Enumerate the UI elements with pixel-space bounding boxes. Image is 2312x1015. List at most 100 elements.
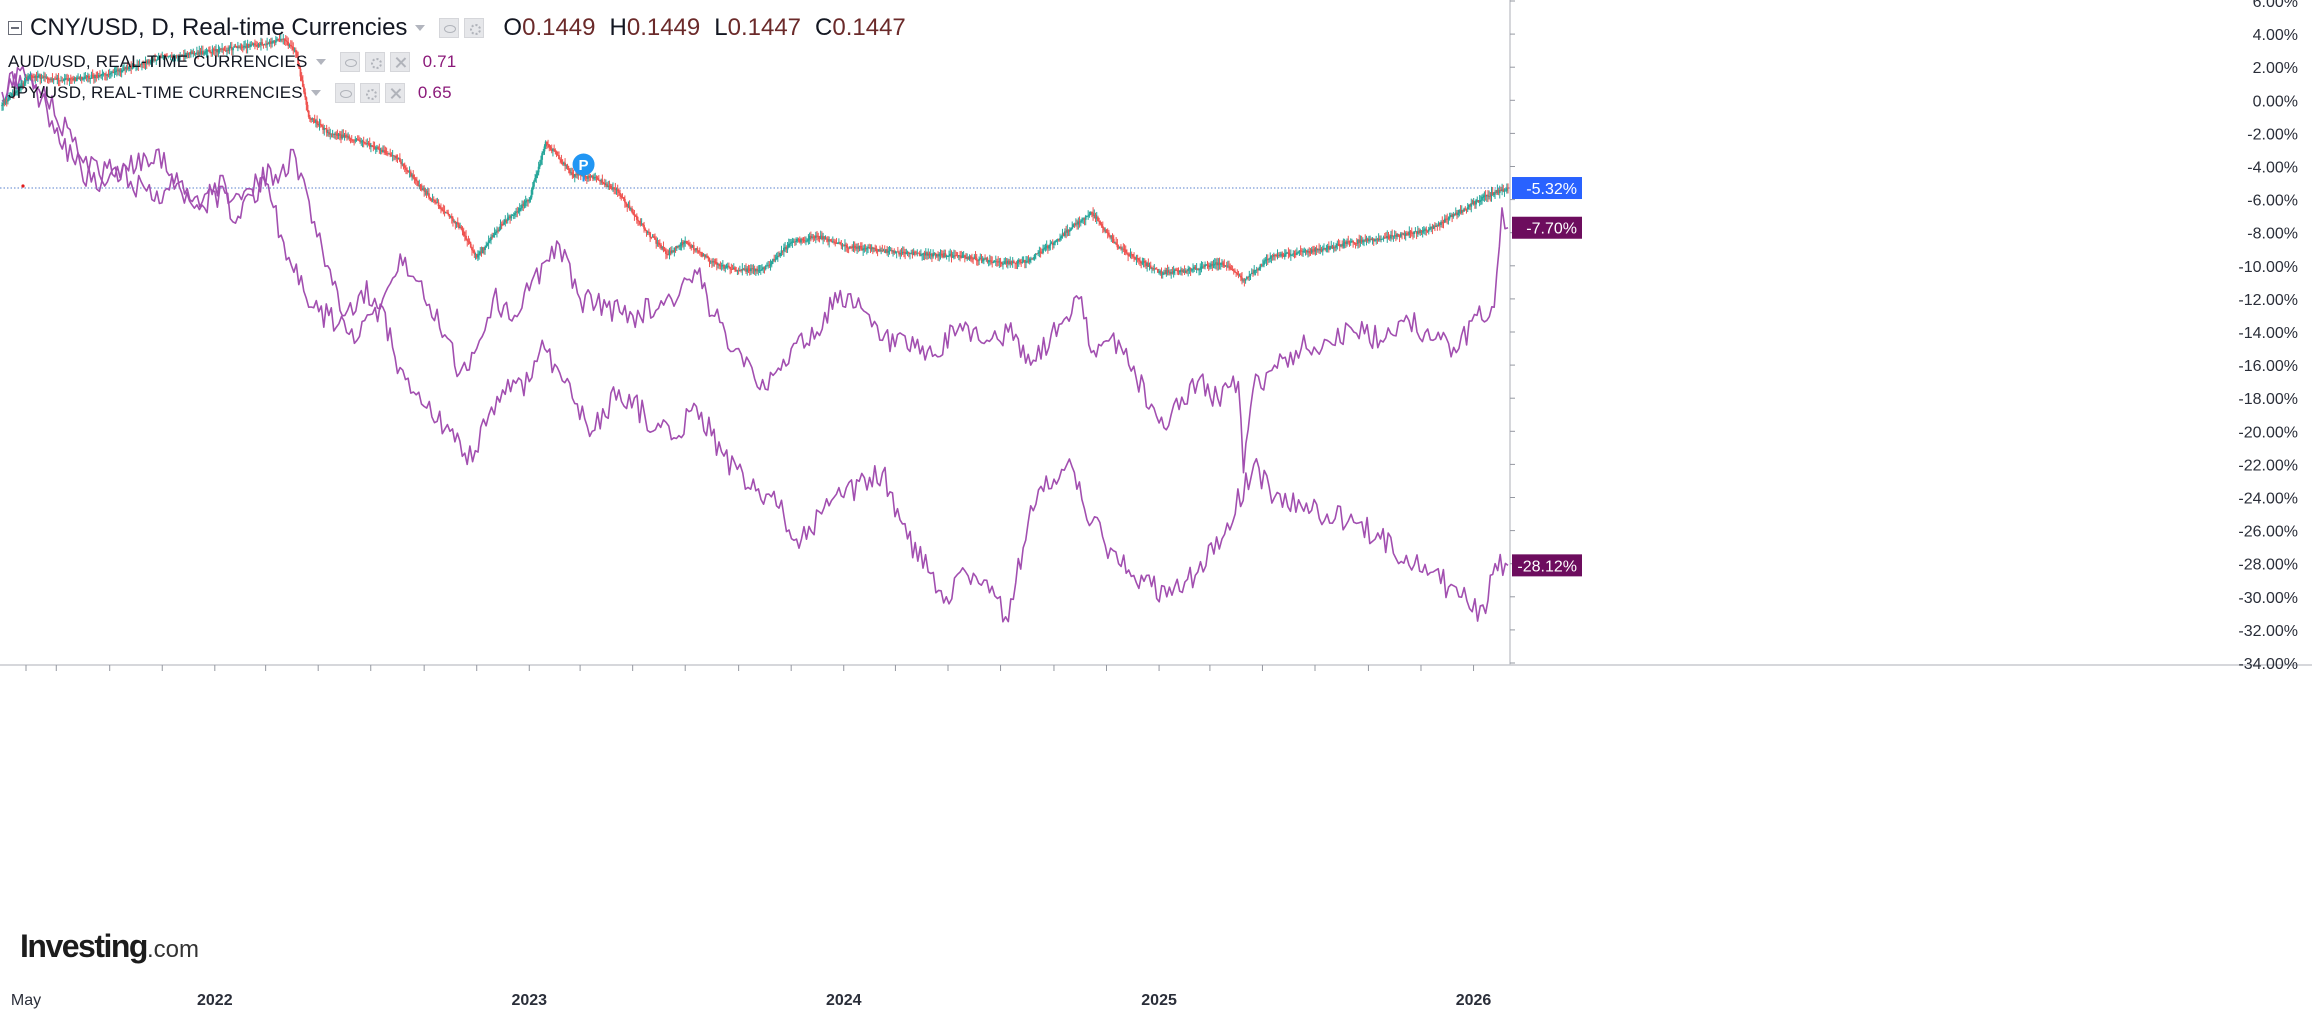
candle-body bbox=[803, 240, 806, 242]
candle-body bbox=[1349, 241, 1352, 243]
candle-body bbox=[1475, 200, 1477, 205]
compare-symbol-label[interactable]: JPY/USD, REAL-TIME CURRENCIES bbox=[8, 82, 303, 102]
candle-body bbox=[67, 79, 70, 81]
candle-body bbox=[1145, 262, 1147, 266]
candle-body bbox=[106, 74, 109, 76]
candle-body bbox=[1366, 238, 1369, 241]
candle-body bbox=[758, 270, 761, 271]
candle-body bbox=[66, 78, 69, 80]
main-symbol-label[interactable]: CNY/USD, D, Real-time Currencies bbox=[30, 14, 408, 41]
y-tick-label: 4.00% bbox=[2253, 27, 2298, 44]
candle-body bbox=[1066, 229, 1069, 233]
candle-body bbox=[1491, 192, 1494, 195]
candle-body bbox=[71, 78, 73, 80]
candle-body bbox=[1419, 230, 1422, 233]
settings-icon[interactable] bbox=[359, 82, 380, 103]
candle-body bbox=[1106, 232, 1109, 234]
low-value: 0.1447 bbox=[727, 14, 802, 41]
candle-body bbox=[890, 250, 893, 252]
candle-body bbox=[861, 247, 863, 251]
candle-body bbox=[1469, 204, 1471, 207]
candle-body bbox=[651, 236, 654, 238]
candle-body bbox=[371, 145, 374, 146]
settings-icon[interactable] bbox=[364, 51, 385, 72]
remove-icon[interactable] bbox=[384, 82, 405, 103]
candle-body bbox=[935, 254, 938, 257]
candle-body bbox=[188, 52, 191, 55]
visibility-icon[interactable] bbox=[339, 51, 360, 72]
candle-body bbox=[402, 163, 405, 167]
candle-body bbox=[1325, 247, 1328, 250]
candle-body bbox=[1408, 231, 1411, 235]
candle-body bbox=[1380, 239, 1383, 241]
candle-body bbox=[700, 251, 702, 253]
candle-body bbox=[465, 235, 467, 240]
candle-body bbox=[108, 73, 111, 75]
candle-body bbox=[1454, 212, 1457, 215]
candle-body bbox=[55, 78, 58, 80]
event-marker-p-icon[interactable] bbox=[572, 153, 595, 176]
candle-body bbox=[83, 78, 86, 79]
visibility-icon[interactable] bbox=[439, 18, 460, 38]
candle-body bbox=[1324, 248, 1327, 250]
candle-body bbox=[663, 249, 666, 252]
candle-body bbox=[1342, 243, 1345, 247]
candle-body bbox=[728, 265, 730, 267]
candle-body bbox=[192, 52, 195, 55]
candle-body bbox=[1321, 249, 1324, 252]
candle-body bbox=[342, 134, 345, 138]
candle-body bbox=[1110, 236, 1113, 238]
candle-body bbox=[981, 260, 984, 262]
candle-body bbox=[415, 180, 418, 182]
candle-body bbox=[309, 116, 311, 120]
candle-body bbox=[1107, 232, 1110, 236]
candle-body bbox=[538, 164, 541, 167]
candle-body bbox=[945, 256, 948, 258]
candle-body bbox=[168, 55, 171, 57]
candle-body bbox=[795, 241, 798, 243]
remove-icon[interactable] bbox=[389, 51, 410, 72]
candle-body bbox=[1305, 250, 1308, 253]
candle-body bbox=[787, 243, 790, 248]
candle-body bbox=[14, 93, 16, 95]
candle-body bbox=[562, 162, 565, 165]
compare-symbol-label[interactable]: AUD/USD, REAL-TIME CURRENCIES bbox=[8, 51, 308, 71]
collapse-legend-icon[interactable] bbox=[8, 21, 22, 35]
candle-body bbox=[689, 245, 691, 247]
candle-body bbox=[383, 150, 386, 151]
visibility-icon[interactable] bbox=[334, 82, 355, 103]
candle-body bbox=[756, 268, 758, 271]
event-marker-label: P bbox=[579, 157, 589, 174]
candle-body bbox=[834, 242, 837, 244]
candle-body bbox=[616, 189, 619, 192]
candle-body bbox=[596, 178, 599, 180]
candle-body bbox=[764, 265, 767, 270]
candle-body bbox=[985, 258, 988, 260]
candle-body bbox=[1154, 268, 1157, 270]
settings-icon[interactable] bbox=[464, 18, 485, 38]
candle-body bbox=[1036, 253, 1038, 255]
candle-body bbox=[1252, 272, 1254, 274]
candle-body bbox=[869, 247, 872, 250]
candle-body bbox=[1264, 260, 1267, 262]
candle-body bbox=[944, 253, 947, 258]
candle-body bbox=[796, 239, 799, 242]
candle-body bbox=[1025, 261, 1027, 263]
candle-body bbox=[571, 172, 574, 175]
candle-body bbox=[148, 60, 151, 64]
open-label: O bbox=[503, 14, 523, 41]
candle-body bbox=[1200, 266, 1203, 270]
compare-dropdown-icon[interactable] bbox=[315, 58, 326, 65]
candle-body bbox=[881, 250, 884, 252]
candle-body bbox=[854, 247, 857, 249]
candle-body bbox=[1126, 252, 1128, 254]
candle-body bbox=[905, 253, 908, 255]
symbol-dropdown-icon[interactable] bbox=[415, 25, 426, 31]
candle-body bbox=[446, 212, 448, 214]
candle-body bbox=[938, 253, 941, 257]
candle-body bbox=[594, 177, 597, 178]
compare-dropdown-icon[interactable] bbox=[310, 89, 321, 96]
candle-body bbox=[269, 41, 272, 44]
candle-body bbox=[258, 43, 261, 46]
